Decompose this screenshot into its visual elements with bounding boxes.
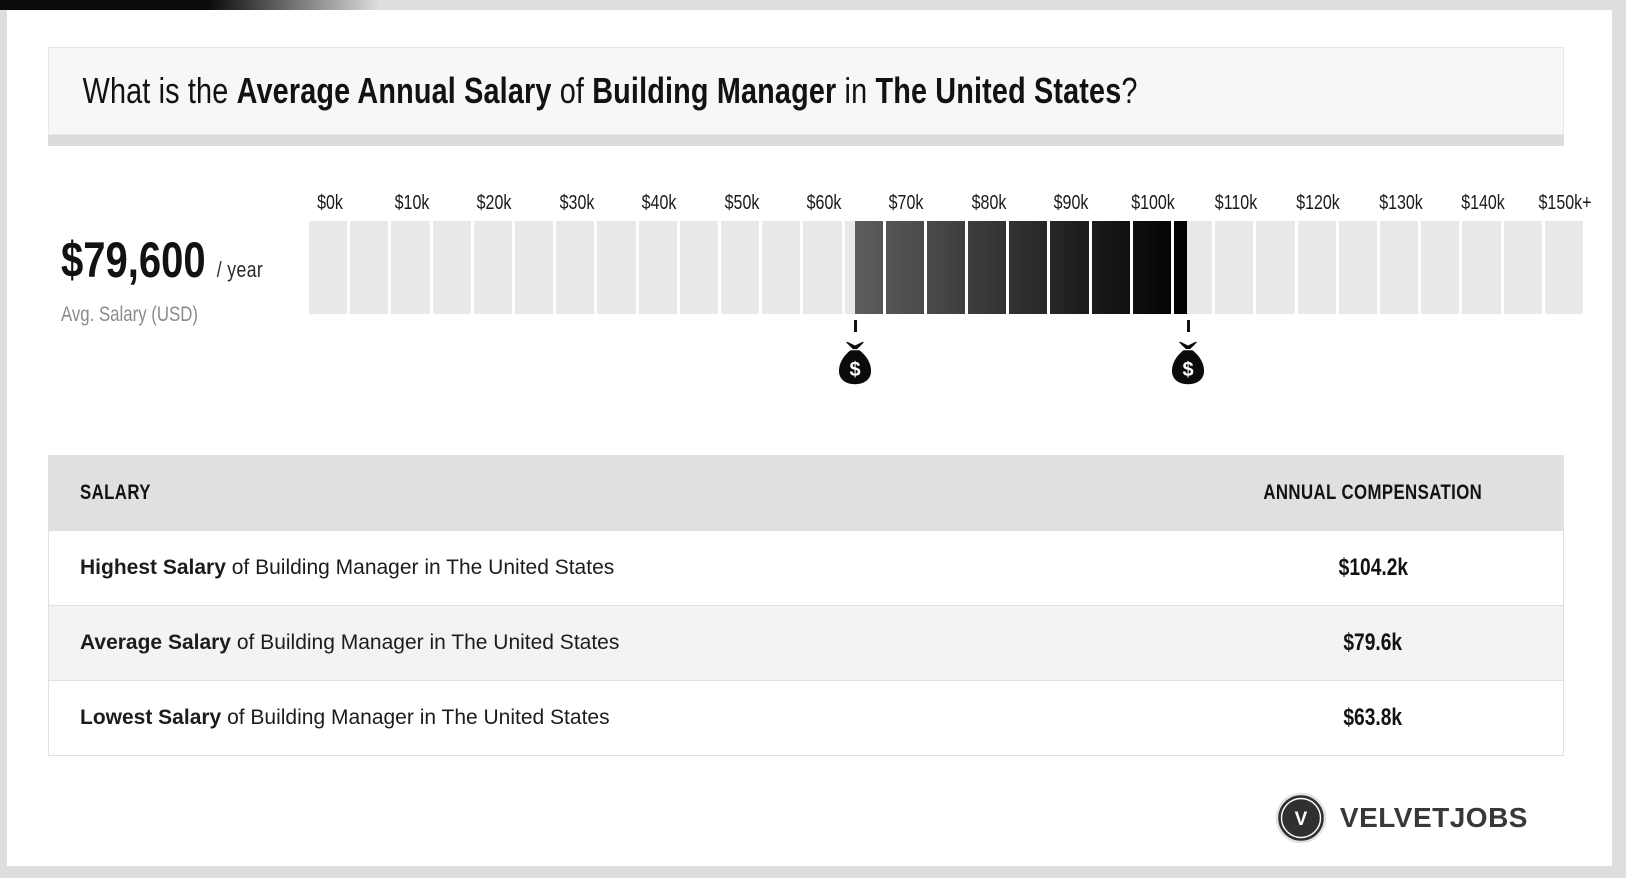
axis-tick-label: $150k+ (1538, 192, 1592, 214)
salary-table: SALARY ANNUAL COMPENSATION Highest Salar… (48, 455, 1564, 756)
table-row: Lowest Salary of Building Manager in The… (49, 680, 1563, 755)
axis-tick-label: $60k (806, 192, 842, 214)
salary-cell-highlighted (1132, 221, 1172, 314)
row-description: Average Salary of Building Manager in Th… (80, 631, 620, 654)
header-compensation: ANNUAL COMPENSATION (1263, 481, 1483, 504)
axis-tick-label: $100k (1131, 192, 1176, 214)
salary-cell-highlighted (1050, 221, 1089, 314)
salary-cell (1380, 221, 1419, 314)
brand-name: VELVETJOBS (1339, 802, 1528, 833)
title-part: of (551, 70, 593, 111)
salary-cell-highlighted (1174, 221, 1213, 314)
axis-tick-label: $140k (1461, 192, 1505, 214)
title-bold-part: Building Manager (592, 70, 837, 111)
salary-cell-highlighted (1091, 221, 1130, 314)
axis-tick-label: $70k (888, 192, 924, 214)
axis-tick-label: $40k (641, 192, 677, 214)
salary-cell (432, 221, 471, 314)
salary-cell (597, 221, 636, 314)
salary-cell (679, 221, 718, 314)
velvetjobs-logo-icon: V (1275, 792, 1327, 844)
salary-cell (1462, 221, 1501, 314)
table-row: Average Salary of Building Manager in Th… (49, 605, 1563, 680)
marker-tick (853, 320, 857, 332)
title-part: What is the (82, 70, 237, 111)
salary-cell (1215, 221, 1254, 314)
salary-cell (1503, 221, 1542, 314)
axis-tick-label: $120k (1296, 192, 1341, 214)
marker-tick (1186, 320, 1190, 332)
average-salary-caption: Avg. Salary (USD) (61, 303, 198, 326)
axis-tick-label: $130k (1378, 192, 1423, 214)
average-salary-value: $79,600 (61, 232, 206, 288)
page-title: What is the Average Annual Salary of Bui… (49, 70, 1138, 112)
salary-axis: $0k $10k $20k $30k $40k $50k $60k $70k $80k $90k $… (309, 179, 1592, 221)
table-header-row: SALARY ANNUAL COMPENSATION (49, 456, 1563, 530)
salary-summary: $79,600 / year Avg. Salary (USD) (61, 231, 311, 327)
svg-text:$: $ (1183, 359, 1194, 381)
lowest-salary-marker: $ (836, 320, 874, 386)
title-part: in (836, 70, 876, 111)
row-description: Highest Salary of Building Manager in Th… (80, 556, 615, 579)
salary-cell-highlighted (885, 221, 924, 314)
salary-cell (309, 221, 348, 314)
brand-logo: V VELVETJOBS (7, 792, 1528, 844)
salary-cell (1421, 221, 1460, 314)
axis-tick-label: $10k (394, 192, 430, 214)
row-description: Lowest Salary of Building Manager in The… (80, 706, 610, 729)
axis-tick-label: $110k (1214, 192, 1258, 214)
axis-tick-label: $30k (559, 192, 595, 214)
axis-tick-label: $80k (971, 192, 1007, 214)
salary-markers: $ $ (309, 314, 1586, 404)
title-part: ? (1121, 70, 1138, 111)
row-value: $104.2k (1338, 554, 1408, 581)
average-salary-line: $79,600 / year (61, 231, 263, 289)
axis-tick-label: $20k (477, 192, 512, 214)
salary-cell (514, 221, 554, 314)
salary-range-chart: $79,600 / year Avg. Salary (USD) $0k $10k… (48, 179, 1592, 429)
salary-cell (803, 221, 842, 314)
row-value: $63.8k (1343, 704, 1403, 731)
average-salary-period: / year (216, 257, 264, 282)
salary-cell (1338, 221, 1378, 314)
salary-cell (350, 221, 389, 314)
salary-scale: $0k $10k $20k $30k $40k $50k $60k $70k $80k $90k $… (309, 179, 1592, 404)
row-value: $79.6k (1343, 629, 1403, 656)
frame-top-accent (0, 0, 380, 10)
content-card: What is the Average Annual Salary of Bui… (7, 10, 1612, 866)
salary-cell (1256, 221, 1295, 314)
axis-tick-label: $90k (1053, 192, 1089, 214)
title-bold-part: The United States (875, 70, 1122, 111)
svg-text:V: V (1295, 809, 1308, 830)
title-bold-part: Average Annual Salary (236, 70, 552, 111)
salary-cell (638, 221, 677, 314)
question-box: What is the Average Annual Salary of Bui… (48, 47, 1564, 135)
salary-cell (473, 221, 512, 314)
salary-cell (762, 221, 801, 314)
salary-cell (1297, 221, 1336, 314)
money-bag-icon: $ (1170, 340, 1206, 386)
money-bag-icon: $ (838, 340, 873, 386)
salary-cell-highlighted (1009, 221, 1048, 314)
axis-tick-label: $0k (316, 192, 343, 214)
salary-track (309, 221, 1586, 314)
axis-tick-label: $50k (724, 192, 759, 214)
salary-cell (1544, 221, 1583, 314)
header-salary: SALARY (80, 481, 151, 504)
salary-cell-highlighted (926, 221, 966, 314)
svg-text:$: $ (850, 359, 861, 381)
salary-cell (391, 221, 430, 314)
table-row: Highest Salary of Building Manager in Th… (49, 530, 1563, 605)
salary-cell-highlighted (968, 221, 1007, 314)
highest-salary-marker: $ (1169, 320, 1207, 386)
salary-cell (720, 221, 760, 314)
salary-cell (556, 221, 595, 314)
salary-cell-highlighted (844, 221, 883, 314)
